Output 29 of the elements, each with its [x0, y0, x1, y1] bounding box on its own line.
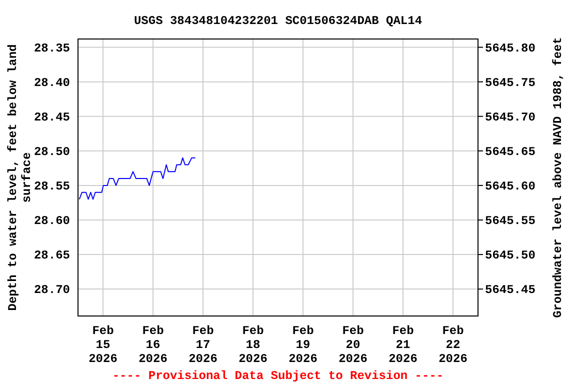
y2-tick-label: 5645.60: [485, 179, 536, 194]
y-tick-label: 28.45: [34, 110, 70, 124]
y2-tick-label: 5645.70: [485, 110, 536, 124]
y-tick-label: 28.50: [34, 144, 70, 159]
y-tick-label: 28.35: [34, 41, 70, 56]
y-tick-label: 28.60: [34, 214, 70, 228]
x-tick-label: Feb 17 2026: [188, 324, 218, 366]
y-tick-label: 28.70: [34, 283, 70, 298]
y-tick-label: 28.55: [34, 179, 70, 194]
y2-axis-title: Groundwater level above NAVD 1988, feet: [551, 37, 565, 318]
x-tick-label: Feb 15 2026: [88, 324, 118, 366]
x-tick-label: Feb 19 2026: [288, 324, 318, 366]
x-tick-label: Feb 16 2026: [138, 324, 168, 366]
x-tick-label: Feb 21 2026: [388, 324, 418, 366]
y-tick-label: 28.65: [34, 248, 70, 263]
text: ---- Provisional Data Subject to Revision ----: [112, 369, 444, 383]
y2-tick-label: 5645.45: [485, 283, 536, 298]
line-series: [78, 157, 196, 200]
y2-tick-label: 5645.65: [485, 144, 536, 159]
chart-title: USGS 384348104232201 SC01506324DAB QAL14: [134, 14, 422, 28]
y2-tick-label: 5645.80: [485, 41, 536, 56]
x-tick-label: Feb 20 2026: [338, 324, 368, 366]
x-tick-label: Feb 22 2026: [438, 324, 468, 366]
y2-tick-label: 5645.75: [485, 76, 536, 90]
y2-tick-label: 5645.50: [485, 248, 536, 263]
y2-tick-label: 5645.55: [485, 214, 536, 228]
y-tick-label: 28.40: [34, 76, 70, 90]
x-tick-label: Feb 18 2026: [238, 324, 268, 366]
y-axis-title: Depth to water level, feet below land surface: [6, 44, 34, 311]
